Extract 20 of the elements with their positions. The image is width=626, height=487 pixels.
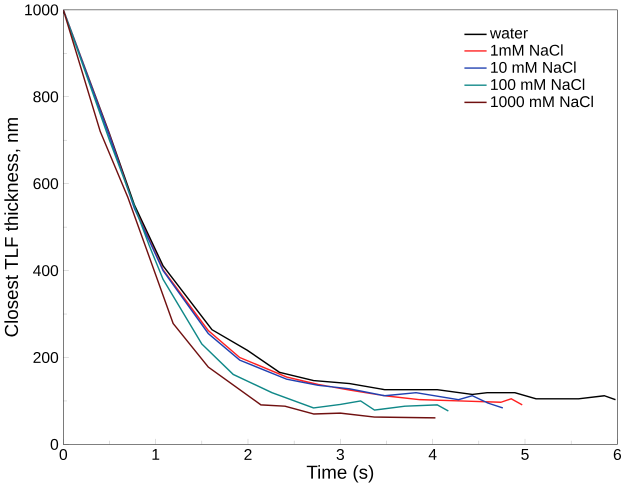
y-axis-title: Closest TLF thickness, nm [4,118,20,337]
y-tick-label: 0 [50,438,58,450]
x-tick-label: 0 [60,449,68,460]
x-tick-label: 1 [152,449,160,460]
x-tick-label: 2 [244,449,252,460]
legend-label: 1mM NaCl [491,44,563,56]
legend-label: 1000 mM NaCl [491,96,593,108]
y-tick-label: 800 [33,91,58,102]
x-tick-label: 6 [614,449,621,460]
y-tick-label: 200 [33,352,58,364]
x-tick-label: 5 [521,449,529,460]
y-tick-label: 1000 [25,4,58,16]
x-tick-label: 3 [336,449,344,460]
y-tick-label: 400 [33,265,58,276]
x-tick-label: 4 [428,449,437,460]
legend-label: 10 mM NaCl [491,62,576,73]
x-axis-title: Time (s) [306,465,374,483]
legend-label: water [490,28,528,39]
legend-label: 100 mM NaCl [491,78,584,90]
y-tick-label: 600 [33,178,58,190]
